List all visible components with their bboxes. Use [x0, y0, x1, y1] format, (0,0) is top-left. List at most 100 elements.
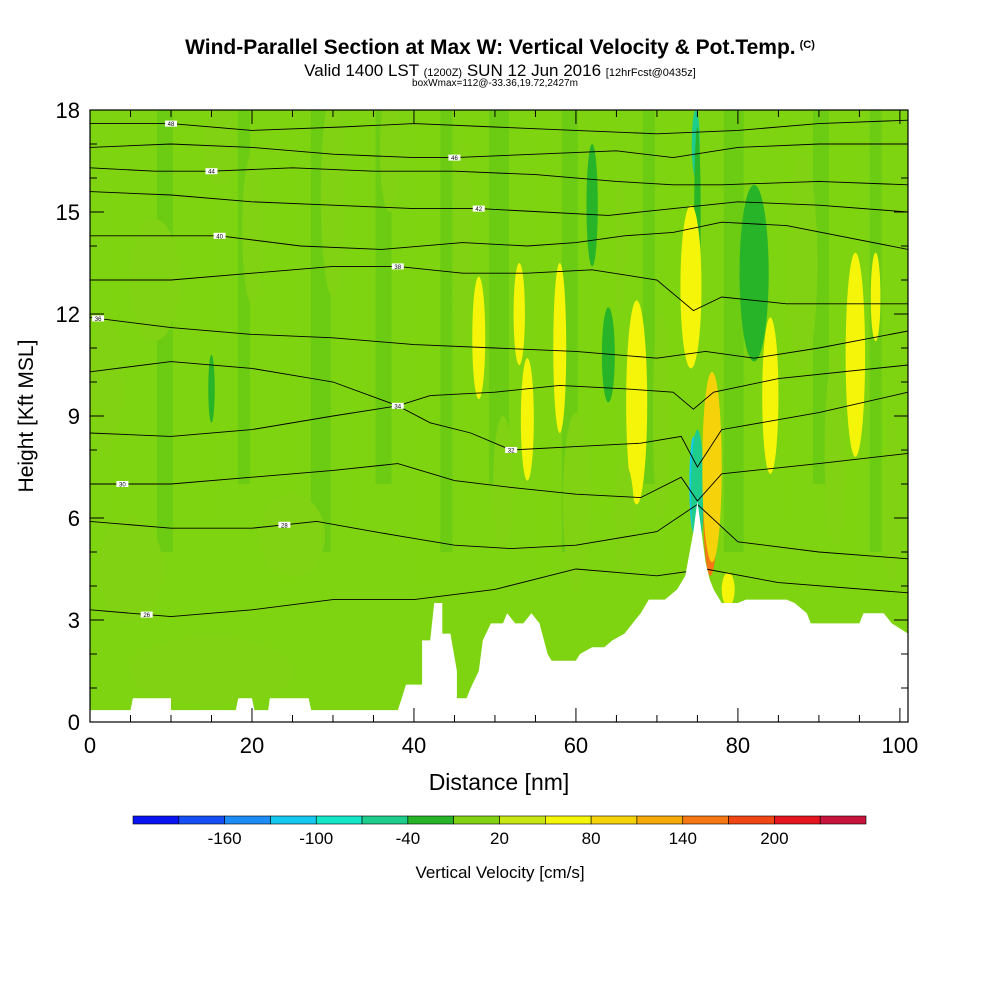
field-streak — [440, 110, 453, 552]
theta-contour — [90, 503, 908, 560]
x-tick-label: 20 — [240, 733, 264, 758]
vertical-velocity-cell — [626, 300, 648, 505]
plot-field: 26 28 30 32 34 36 38 40 42 44 46 48 — [90, 110, 908, 722]
vertical-velocity-cell — [788, 154, 818, 372]
box-wmax-label: boxWmax=112@-33.36,19.72,2427m — [412, 78, 578, 89]
theta-contour-label: 34 — [394, 404, 401, 410]
theta-contour-label: 40 — [216, 234, 223, 240]
theta-label-bg — [92, 315, 105, 322]
colorbar-label: Vertical Velocity [cm/s] — [415, 863, 585, 882]
x-axis-label: Distance [nm] — [429, 769, 570, 795]
chart-subtitle: Valid 1400 LST (1200Z) SUN 12 Jun 2016 [… — [304, 61, 696, 80]
theta-contour-label: 26 — [143, 613, 150, 619]
vertical-velocity-cell — [208, 354, 215, 423]
vertical-velocity-cell — [614, 463, 635, 573]
field-streak — [723, 110, 744, 552]
vertical-velocity-cell — [824, 354, 846, 546]
vertical-velocity-cell — [553, 263, 567, 433]
colorbar-tick-label: -160 — [208, 829, 242, 848]
field-streak — [594, 110, 615, 518]
theta-contour-label: 46 — [451, 156, 458, 162]
x-tick-label: 80 — [726, 733, 750, 758]
field-streak — [780, 110, 793, 518]
colorbar-swatch — [361, 815, 409, 825]
theta-label-bg — [278, 521, 291, 528]
colorbar-swatch — [224, 815, 271, 825]
theta-contour-label: 30 — [119, 483, 126, 489]
theta-label-bg — [213, 232, 226, 239]
terrain-mask — [90, 501, 908, 722]
vertical-velocity-cell — [562, 412, 589, 590]
vertical-velocity-cell — [601, 307, 615, 403]
x-tick-label: 0 — [84, 733, 96, 758]
theta-contour — [90, 265, 908, 312]
vertical-velocity-cell — [680, 205, 702, 369]
vertical-velocity-cell — [586, 144, 598, 267]
vertical-velocity-cell — [379, 110, 400, 212]
vertical-velocity-cell — [452, 144, 473, 348]
theta-contour-label: 28 — [281, 523, 288, 529]
vertical-velocity-cell — [520, 358, 534, 481]
colorbar-swatch — [132, 815, 180, 825]
colorbar-tick-label: -100 — [299, 829, 333, 848]
vertical-velocity-cell — [721, 572, 735, 607]
field-streak — [351, 110, 364, 518]
colorbar-tick-label: 140 — [669, 829, 697, 848]
theta-contour-label: 36 — [95, 317, 102, 323]
vertical-velocity-cell — [260, 494, 325, 576]
vertical-velocity-cell — [652, 314, 670, 518]
theta-label-bg — [505, 447, 518, 453]
field-streak — [812, 110, 829, 484]
theta-label-bg — [164, 120, 177, 127]
vertical-velocity-cell — [130, 637, 293, 705]
field-streak — [416, 110, 437, 586]
vertical-velocity-cell — [883, 419, 900, 583]
colorbar-swatch — [453, 815, 500, 825]
theta-label-bg — [205, 168, 218, 175]
y-tick-label: 3 — [68, 608, 80, 633]
colorbar-swatch — [774, 815, 821, 825]
colorbar-swatch — [682, 815, 729, 825]
x-tick-label: 100 — [882, 733, 919, 758]
theta-contour — [90, 191, 908, 216]
colorbar-swatch — [545, 815, 592, 825]
vertical-velocity-cell — [493, 416, 513, 552]
theta-contour-label: 32 — [508, 449, 515, 455]
field-streak — [488, 110, 509, 484]
y-tick-label: 9 — [68, 404, 80, 429]
y-tick-label: 0 — [68, 710, 80, 735]
field-streak — [667, 110, 684, 586]
colorbar-swatch — [499, 815, 546, 825]
colorbar-tick-label: 200 — [760, 829, 788, 848]
theta-label-bg — [140, 611, 153, 618]
colorbar-swatch — [636, 815, 684, 825]
colorbar-tick-label: 20 — [490, 829, 509, 848]
vertical-velocity-cell — [472, 276, 486, 399]
y-tick-label: 12 — [56, 302, 80, 327]
y-tick-label: 18 — [56, 98, 80, 123]
vertical-velocity-cell — [242, 154, 262, 304]
colorbar-tick-label: -40 — [396, 829, 421, 848]
field-streak — [537, 110, 550, 586]
vertical-velocity-cell — [845, 252, 866, 457]
y-tick-label: 15 — [56, 200, 80, 225]
theta-contour — [90, 452, 908, 502]
theta-contour — [90, 568, 908, 618]
theta-contour — [90, 143, 908, 159]
field-streak — [278, 110, 295, 586]
theta-contour — [90, 119, 908, 135]
vertical-velocity-cell — [762, 317, 779, 474]
colorbar-tick-label: 80 — [582, 829, 601, 848]
vertical-velocity-cell — [320, 110, 346, 297]
theta-label-bg — [391, 263, 404, 270]
theta-contour-label: 44 — [208, 170, 215, 176]
vertical-velocity-cell — [702, 371, 722, 563]
vertical-velocity-cell — [98, 518, 163, 620]
theta-label-bg — [472, 205, 485, 212]
colorbar-swatch — [178, 815, 225, 825]
theta-label-bg — [448, 154, 461, 161]
x-tick-label: 40 — [402, 733, 426, 758]
vertical-velocity-cell — [870, 252, 881, 342]
theta-label-bg — [116, 481, 129, 487]
